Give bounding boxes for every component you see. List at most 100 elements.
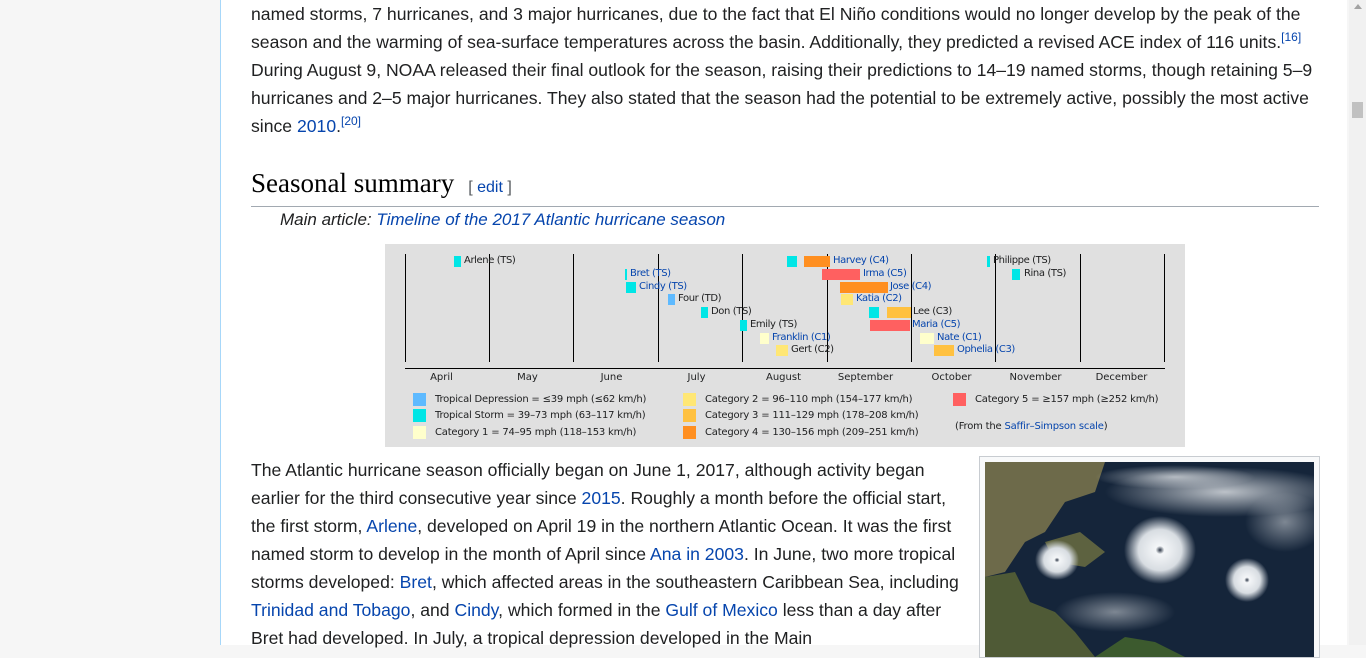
intro-paragraph: named storms, 7 hurricanes, and 3 major …	[251, 0, 1319, 140]
storm-label-emily: Emily (TS)	[750, 319, 797, 330]
month-gridline	[573, 254, 574, 362]
summary-text: less than a day after Bret had developed…	[251, 600, 942, 648]
month-gridline	[658, 254, 659, 362]
summary-text: The Atlantic hurricane season officially…	[251, 460, 925, 508]
intro-line: named storms, 7 hurricanes, and 3 major …	[251, 4, 1301, 24]
storm-bar-arlene	[454, 256, 461, 267]
link-trinidad-and-tobago[interactable]: Trinidad and Tobago	[251, 600, 411, 620]
main-article-link[interactable]: Timeline of the 2017 Atlantic hurricane …	[376, 210, 726, 229]
month-gridline	[1080, 254, 1081, 362]
link-ana-2003[interactable]: Ana in 2003	[650, 544, 744, 564]
month-label: July	[687, 372, 706, 383]
storm-label-jose[interactable]: Jose (C4)	[890, 281, 932, 292]
storm-bar-bret	[625, 269, 627, 280]
storm-label-gert: Gert (C2)	[791, 344, 834, 355]
storm-bar-maria	[870, 320, 910, 331]
storm-label-lee: Lee (C3)	[913, 306, 952, 317]
storm-bar-emily	[740, 320, 747, 331]
edit-bracket-close: ]	[502, 179, 512, 196]
storm-bar-philippe	[987, 256, 990, 267]
storm-bar-harvey	[804, 256, 830, 267]
storm-bar-nate	[920, 333, 934, 344]
intro-line: hurricanes and 2–5 major hurricanes. The…	[251, 88, 1309, 108]
intro-line: since	[251, 116, 297, 136]
month-gridline	[742, 254, 743, 362]
saffir-simpson-link[interactable]: Saffir–Simpson scale	[1004, 421, 1104, 432]
storm-label-maria[interactable]: Maria (C5)	[912, 319, 961, 330]
legend-label: Tropical Depression = ≤39 mph (≤62 km/h)	[435, 394, 647, 405]
legend-swatch	[683, 393, 696, 406]
summary-text: . Roughly a month before the official st…	[251, 488, 947, 536]
summary-text: , which formed in the	[498, 600, 666, 620]
edit-section: [ edit ]	[468, 179, 512, 196]
summary-paragraph: The Atlantic hurricane season officially…	[251, 456, 961, 652]
storm-bar-four	[668, 294, 675, 305]
edit-bracket-open: [	[468, 179, 478, 196]
storm-label-four: Four (TD)	[678, 293, 722, 304]
legend-swatch	[413, 393, 426, 406]
legend-label: Category 1 = 74–95 mph (118–153 km/h)	[435, 427, 637, 438]
storm-bar-don	[701, 307, 708, 318]
summary-text: . In June, two more tropical storms deve…	[251, 544, 956, 592]
storm-label-ophelia[interactable]: Ophelia (C3)	[957, 344, 1015, 355]
storm-label-katia[interactable]: Katia (C2)	[856, 293, 902, 304]
storm-label-don: Don (TS)	[711, 306, 752, 317]
section-heading: Seasonal summary [ edit ]	[251, 166, 1319, 207]
satellite-image[interactable]	[985, 462, 1314, 657]
month-label: December	[1095, 372, 1148, 383]
month-label: April	[430, 372, 453, 383]
legend-label: Category 2 = 96–110 mph (154–177 km/h)	[705, 394, 913, 405]
legend-label: Category 3 = 111–129 mph (178–208 km/h)	[705, 410, 919, 421]
legend-swatch	[683, 426, 696, 439]
edit-link[interactable]: edit	[477, 179, 503, 196]
hatnote-prefix: Main article:	[280, 210, 377, 229]
storm-bar-gert	[776, 345, 788, 356]
legend-swatch	[683, 409, 696, 422]
storm-bar-lee	[887, 307, 911, 318]
summary-text: , which affected areas in the southeaste…	[431, 572, 959, 592]
storm-label-harvey[interactable]: Harvey (C4)	[833, 255, 889, 266]
link-2010[interactable]: 2010	[296, 116, 337, 136]
scroll-up-arrow-icon[interactable]	[1349, 0, 1366, 14]
hatnote: Main article: Timeline of the 2017 Atlan…	[280, 208, 725, 232]
storm-label-philippe: Philippe (TS)	[993, 255, 1051, 266]
legend-label: Category 5 = ≥157 mph (≥252 km/h)	[975, 394, 1159, 405]
month-label: October	[931, 372, 972, 383]
month-label: September	[837, 372, 894, 383]
summary-text: , developed on April 19 in the northern …	[251, 516, 952, 564]
satellite-image-drawing	[985, 462, 1314, 657]
citation-20-link[interactable]: [20]	[341, 114, 362, 129]
storm-bar-katia	[841, 294, 853, 305]
storm-label-nate[interactable]: Nate (C1)	[937, 332, 982, 343]
link-arlene[interactable]: Arlene	[366, 516, 418, 536]
storm-bar-jose	[840, 282, 888, 293]
link-gulf-of-mexico[interactable]: Gulf of Mexico	[665, 600, 778, 620]
vertical-scrollbar[interactable]	[1349, 0, 1366, 645]
legend-swatch	[953, 393, 966, 406]
storm-bar-rina	[1012, 269, 1020, 280]
legend-source: (From the Saffir–Simpson scale)	[955, 421, 1108, 432]
link-bret[interactable]: Bret	[399, 572, 432, 592]
month-gridline	[489, 254, 490, 362]
legend-swatch	[413, 426, 426, 439]
summary-text: , and	[410, 600, 455, 620]
timeline-axis	[405, 368, 1165, 369]
link-cindy[interactable]: Cindy	[454, 600, 499, 620]
storm-label-irma[interactable]: Irma (C5)	[863, 268, 907, 279]
intro-line: During August 9, NOAA released their fin…	[251, 60, 1313, 80]
thumbnail-frame	[979, 456, 1320, 658]
month-label: November	[1009, 372, 1062, 383]
storm-label-bret[interactable]: Bret (TS)	[630, 268, 671, 279]
link-2015[interactable]: 2015	[581, 488, 621, 508]
storm-bar-cindy	[626, 282, 636, 293]
month-gridline	[995, 254, 996, 362]
storm-label-franklin[interactable]: Franklin (C1)	[772, 332, 831, 343]
month-gridline	[911, 254, 912, 362]
storm-label-cindy[interactable]: Cindy (TS)	[639, 281, 687, 292]
citation-16-link[interactable]: [16]	[1281, 30, 1302, 45]
intro-line: season and the warming of sea-surface te…	[251, 32, 1282, 52]
source-prefix: (From the	[955, 421, 1005, 432]
section-title: Seasonal summary	[251, 168, 455, 198]
storm-bar-irma	[822, 269, 860, 280]
scrollbar-thumb[interactable]	[1352, 102, 1363, 118]
